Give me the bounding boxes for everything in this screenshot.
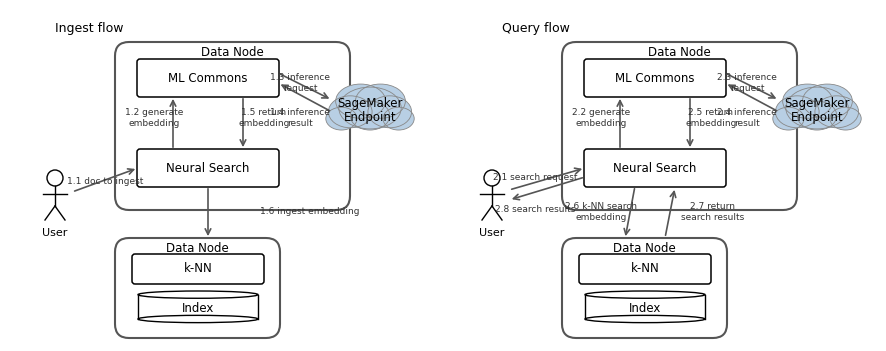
Ellipse shape — [797, 101, 835, 130]
Ellipse shape — [585, 291, 704, 298]
Ellipse shape — [785, 87, 847, 129]
Text: Ingest flow: Ingest flow — [55, 22, 123, 35]
FancyBboxPatch shape — [562, 238, 727, 338]
Ellipse shape — [774, 96, 818, 128]
Text: User: User — [478, 228, 504, 238]
Text: ML Commons: ML Commons — [168, 72, 247, 85]
Text: 1.2 generate
embedding: 1.2 generate embedding — [125, 108, 183, 128]
Text: Neural Search: Neural Search — [166, 161, 249, 174]
Text: k-NN: k-NN — [630, 263, 658, 276]
Text: 2.6 k-NN search
embedding: 2.6 k-NN search embedding — [564, 202, 636, 222]
Text: Data Node: Data Node — [648, 46, 710, 60]
Circle shape — [47, 170, 63, 186]
Ellipse shape — [585, 315, 704, 323]
Text: 2.2 generate
embedding: 2.2 generate embedding — [571, 108, 629, 128]
Circle shape — [484, 170, 500, 186]
Ellipse shape — [138, 291, 258, 298]
Text: 1.6 ingest embedding: 1.6 ingest embedding — [260, 207, 359, 217]
Ellipse shape — [355, 84, 405, 118]
FancyBboxPatch shape — [136, 149, 279, 187]
Text: 1.4 inference
result: 1.4 inference result — [269, 108, 330, 128]
Bar — [585, 294, 704, 319]
Text: Data Node: Data Node — [612, 243, 675, 256]
Bar — [138, 294, 258, 319]
FancyBboxPatch shape — [562, 42, 797, 210]
Ellipse shape — [383, 107, 414, 130]
Text: 2.3 inference
request: 2.3 inference request — [716, 73, 776, 93]
FancyBboxPatch shape — [132, 254, 264, 284]
Text: 2.4 inference
result: 2.4 inference result — [716, 108, 776, 128]
Text: 2.5 return
embedding: 2.5 return embedding — [685, 108, 736, 128]
Ellipse shape — [335, 84, 385, 118]
Text: Endpoint: Endpoint — [343, 111, 396, 124]
Text: SageMaker: SageMaker — [783, 97, 849, 110]
Ellipse shape — [814, 96, 858, 128]
Text: 1.3 inference
request: 1.3 inference request — [269, 73, 330, 93]
FancyBboxPatch shape — [583, 149, 725, 187]
Ellipse shape — [338, 87, 400, 129]
Text: 2.8 search results: 2.8 search results — [494, 205, 574, 214]
Text: Neural Search: Neural Search — [612, 161, 696, 174]
Text: ML Commons: ML Commons — [615, 72, 694, 85]
Text: k-NN: k-NN — [183, 263, 212, 276]
Ellipse shape — [350, 101, 389, 130]
Text: Endpoint: Endpoint — [789, 111, 843, 124]
Text: Data Node: Data Node — [201, 46, 263, 60]
Text: Index: Index — [182, 303, 214, 316]
Ellipse shape — [328, 96, 371, 128]
Ellipse shape — [829, 107, 860, 130]
FancyBboxPatch shape — [579, 254, 711, 284]
Ellipse shape — [802, 84, 851, 118]
FancyBboxPatch shape — [115, 238, 280, 338]
Text: 1.1 doc to ingest: 1.1 doc to ingest — [66, 178, 143, 186]
Ellipse shape — [138, 315, 258, 323]
FancyBboxPatch shape — [583, 59, 725, 97]
Text: Index: Index — [628, 303, 660, 316]
Ellipse shape — [368, 96, 411, 128]
Ellipse shape — [786, 114, 846, 129]
Ellipse shape — [339, 114, 400, 129]
FancyBboxPatch shape — [115, 42, 350, 210]
Text: Data Node: Data Node — [166, 243, 229, 256]
Text: 1.5 return
embedding: 1.5 return embedding — [238, 108, 290, 128]
Ellipse shape — [325, 107, 356, 130]
Ellipse shape — [772, 107, 803, 130]
Text: Query flow: Query flow — [501, 22, 569, 35]
Text: 2.1 search request: 2.1 search request — [493, 173, 577, 183]
Text: User: User — [43, 228, 67, 238]
Text: 2.7 return
search results: 2.7 return search results — [680, 202, 743, 222]
Ellipse shape — [781, 84, 832, 118]
Text: SageMaker: SageMaker — [337, 97, 402, 110]
FancyBboxPatch shape — [136, 59, 279, 97]
